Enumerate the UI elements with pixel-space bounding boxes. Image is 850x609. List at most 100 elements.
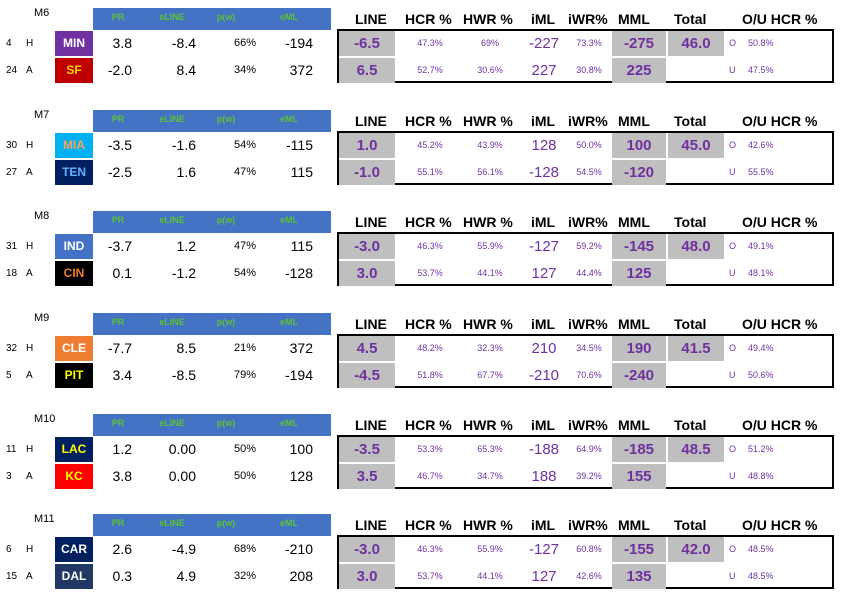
matchup-id: M7 <box>34 109 50 121</box>
column-header-ou: O/U HCR % <box>742 11 818 27</box>
market-moneyline: -155 <box>612 537 666 562</box>
column-header-total: Total <box>674 517 707 533</box>
column-header-hwr: HWR % <box>463 417 513 433</box>
over-under-hcr: 55.5% <box>748 167 774 177</box>
hwr-percent: 34.7% <box>477 471 503 481</box>
column-header-line: LINE <box>355 316 387 332</box>
column-header-ou: O/U HCR % <box>742 316 818 332</box>
expected-line: 4.9 <box>176 568 196 584</box>
over-under-side: O <box>729 544 737 554</box>
matchup-block: M6 PR eLINE p(w) eML LINE HCR % HWR % iML iWR% MML… <box>0 7 850 96</box>
column-header-hcr: HCR % <box>405 417 452 433</box>
column-header-ou: O/U HCR % <box>742 417 818 433</box>
implied-moneyline: -210 <box>528 367 560 384</box>
column-header-total: Total <box>674 316 707 332</box>
column-header-total: Total <box>674 417 707 433</box>
expected-line: 8.4 <box>176 62 196 78</box>
team-abbr: CAR <box>55 537 93 562</box>
left-header-bar: PR eLINE p(w) eML <box>93 414 331 436</box>
hwr-percent: 43.9% <box>477 140 503 150</box>
column-header-iwr: iWR% <box>568 417 608 433</box>
expected-line: 0.00 <box>168 468 196 484</box>
iwr-percent: 73.3% <box>576 38 602 48</box>
total-value: 42.0 <box>668 537 724 562</box>
column-header-line: LINE <box>355 517 387 533</box>
left-header-label: p(w) <box>216 215 236 225</box>
left-header-label: p(w) <box>216 518 236 528</box>
power-rating: 0.1 <box>112 265 132 281</box>
matchup-block: M7 PR eLINE p(w) eML LINE HCR % HWR % iML iWR% MML… <box>0 109 850 198</box>
team-abbr: KC <box>55 464 93 489</box>
left-header-label: eML <box>280 12 298 22</box>
matchup-id: M10 <box>34 413 56 425</box>
expected-moneyline: -210 <box>284 541 313 557</box>
team-abbr: PIT <box>55 363 93 388</box>
column-header-iwr: iWR% <box>568 11 608 27</box>
left-header-label: eLINE <box>159 114 185 124</box>
power-rating: 2.6 <box>112 541 132 557</box>
left-header-label: eLINE <box>159 317 185 327</box>
expected-moneyline: 128 <box>289 468 313 484</box>
team-rank: 15 <box>6 571 18 582</box>
expected-line: 0.00 <box>168 441 196 457</box>
column-header-iml: iML <box>531 11 556 27</box>
team-abbr: SF <box>55 58 93 83</box>
lines-box <box>337 232 834 286</box>
spread-line: 3.0 <box>339 564 395 589</box>
team-abbr: CLE <box>55 336 93 361</box>
team-rank: 18 <box>6 268 18 279</box>
power-rating: 3.8 <box>112 468 132 484</box>
column-header-mml: MML <box>618 517 650 533</box>
implied-moneyline: 227 <box>531 62 557 79</box>
column-header-hcr: HCR % <box>405 11 452 27</box>
column-header-total: Total <box>674 113 707 129</box>
expected-moneyline: 100 <box>289 441 313 457</box>
over-under-hcr: 48.8% <box>748 471 774 481</box>
home-away: A <box>26 471 33 482</box>
expected-moneyline: 372 <box>289 340 313 356</box>
column-header-hcr: HCR % <box>405 316 452 332</box>
column-header-hcr: HCR % <box>405 113 452 129</box>
left-header-label: eLINE <box>159 215 185 225</box>
win-probability: 32% <box>233 570 257 582</box>
total-value: 41.5 <box>668 336 724 361</box>
over-under-side: U <box>729 268 736 278</box>
hcr-percent: 53.7% <box>417 268 443 278</box>
hwr-percent: 32.3% <box>477 343 503 353</box>
column-header-iml: iML <box>531 316 556 332</box>
expected-line: 1.2 <box>176 238 196 254</box>
over-under-side: U <box>729 370 736 380</box>
lines-box <box>337 131 834 185</box>
team-rank: 6 <box>6 544 12 555</box>
team-abbr: MIA <box>55 133 93 158</box>
iwr-percent: 54.5% <box>576 167 602 177</box>
left-header-bar: PR eLINE p(w) eML <box>93 110 331 132</box>
column-header-mml: MML <box>618 11 650 27</box>
win-probability: 50% <box>233 470 257 482</box>
spread-line: 3.5 <box>339 464 395 489</box>
over-under-hcr: 42.6% <box>748 140 774 150</box>
power-rating: -7.7 <box>107 340 132 356</box>
home-away: H <box>26 343 34 354</box>
left-header-label: eML <box>280 418 298 428</box>
market-moneyline: 225 <box>612 58 666 83</box>
matchup-block: M10 PR eLINE p(w) eML LINE HCR % HWR % iML iWR% MM… <box>0 413 850 502</box>
column-header-mml: MML <box>618 417 650 433</box>
over-under-hcr: 48.1% <box>748 268 774 278</box>
home-away: H <box>26 241 34 252</box>
spread-line: 6.5 <box>339 58 395 83</box>
home-away: H <box>26 140 34 151</box>
left-header-label: eLINE <box>159 518 185 528</box>
expected-line: -1.6 <box>171 137 196 153</box>
left-header-bar: PR eLINE p(w) eML <box>93 8 331 30</box>
market-moneyline: 155 <box>612 464 666 489</box>
column-header-ou: O/U HCR % <box>742 113 818 129</box>
market-moneyline: 100 <box>612 133 666 158</box>
power-rating: -2.0 <box>107 62 132 78</box>
market-moneyline: 125 <box>612 261 666 286</box>
column-header-iml: iML <box>531 214 556 230</box>
over-under-hcr: 50.8% <box>748 38 774 48</box>
iwr-percent: 39.2% <box>576 471 602 481</box>
expected-line: -8.5 <box>171 367 196 383</box>
win-probability: 47% <box>233 240 257 252</box>
